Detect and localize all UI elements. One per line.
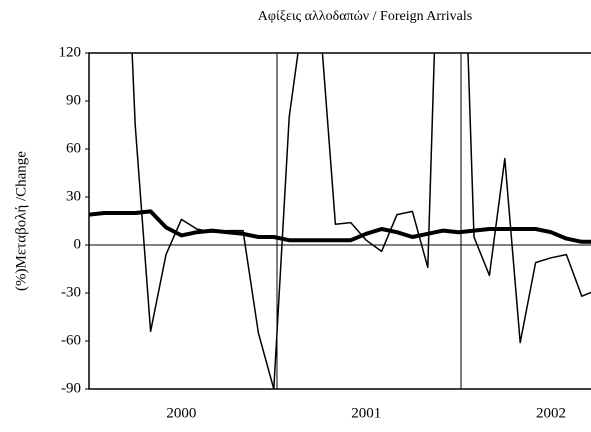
y-tick-label: -30	[61, 284, 81, 300]
x-tick-label: 2002	[536, 405, 566, 421]
y-tick-label: 120	[59, 44, 82, 60]
x-tick-label: 2001	[351, 405, 381, 421]
y-tick-label: 30	[66, 188, 81, 204]
y-tick-label: 60	[66, 140, 81, 156]
y-tick-label: -60	[61, 332, 81, 348]
y-axis-label: (%)Μεταβολή /Change	[13, 151, 29, 291]
y-tick-label: -90	[61, 380, 81, 396]
x-tick-label: 2000	[166, 405, 196, 421]
chart-title: Αφίξεις αλλοδαπών / Foreign Arrivals	[258, 9, 472, 24]
y-tick-label: 0	[74, 236, 82, 252]
line-series	[89, 209, 591, 244]
plot-area	[89, 53, 591, 389]
y-tick-label: 90	[66, 92, 81, 108]
line-series	[131, 53, 591, 389]
plot-frame	[88, 52, 591, 390]
